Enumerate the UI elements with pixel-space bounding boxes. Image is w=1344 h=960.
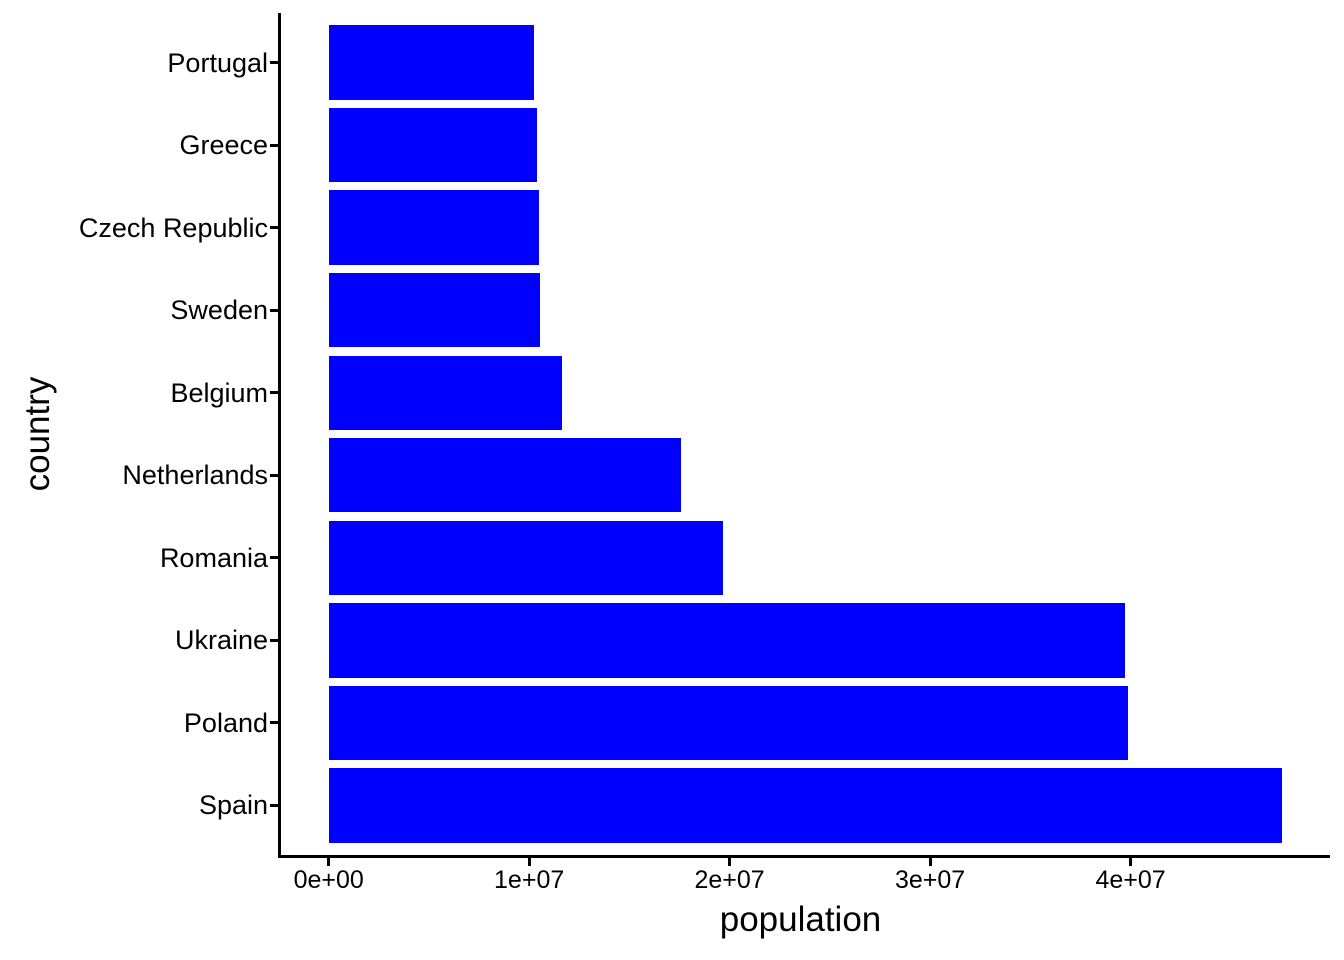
y-axis-label-portugal: Portugal [167,47,268,78]
x-axis-tick-label-1: 1e+07 [494,866,565,894]
y-axis-tick-netherlands [270,473,278,477]
y-axis-label-poland: Poland [183,707,268,738]
y-axis-line [278,13,281,858]
bar-czech-republic [328,190,540,265]
y-axis-label-greece: Greece [179,130,268,161]
y-axis-tick-ukraine [270,638,278,642]
bar-romania [328,520,724,595]
y-axis-tick-greece [270,143,278,147]
x-axis-line [278,855,1330,858]
bar-portugal [328,25,535,100]
bar-greece [328,107,538,183]
y-axis-label-ukraine: Ukraine [174,625,268,656]
y-axis-label-netherlands: Netherlands [122,460,268,491]
x-axis-tick-4 [1129,858,1133,866]
x-axis-tick-label-0: 0e+00 [293,866,364,894]
y-axis-tick-spain [270,803,278,807]
bar-poland [328,685,1128,761]
bar-belgium [328,355,563,430]
x-axis-tick-label-4: 4e+07 [1095,866,1166,894]
y-axis-tick-poland [270,721,278,725]
x-axis-tick-label-3: 3e+07 [894,866,966,894]
x-axis-tick-0 [327,858,331,866]
y-axis-label-sweden: Sweden [170,295,268,326]
x-axis-tick-3 [928,858,932,866]
y-axis-tick-czech-republic [270,226,278,230]
y-axis-label-czech-republic: Czech Republic [78,212,268,243]
y-axis-label-spain: Spain [198,790,268,821]
x-axis-tick-label-2: 2e+07 [694,866,765,894]
bar-sweden [328,273,541,348]
y-axis-label-romania: Romania [159,542,268,573]
bar-netherlands [328,438,682,513]
x-axis-title: population [719,900,882,939]
y-axis-label-belgium: Belgium [170,377,268,408]
x-axis-tick-2 [728,858,732,866]
y-axis-tick-sweden [270,308,278,312]
y-axis-tick-romania [270,556,278,560]
y-axis-tick-belgium [270,391,278,395]
y-axis-tick-portugal [270,61,278,65]
bar-ukraine [328,603,1125,678]
x-axis-tick-1 [527,858,531,866]
bar-spain [328,768,1283,843]
